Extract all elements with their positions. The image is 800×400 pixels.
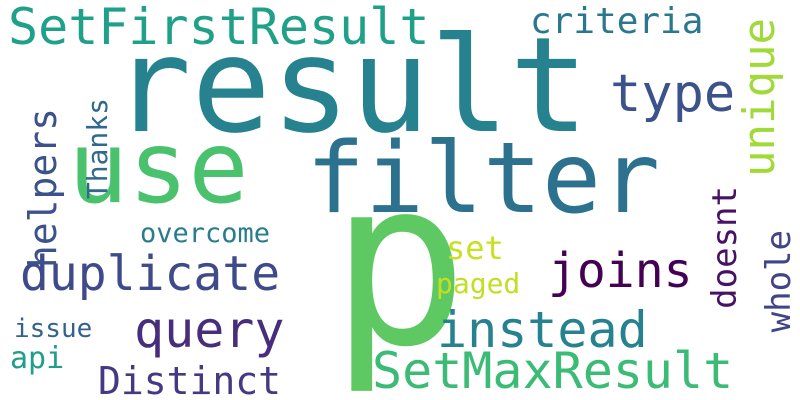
word-api: api [10, 341, 65, 376]
word-use: use [68, 109, 249, 226]
word-joins: joins [548, 243, 693, 299]
word-paged: paged [436, 267, 521, 300]
word-set: set [446, 229, 504, 267]
word-p: p [330, 131, 469, 398]
word-filter: filter [306, 122, 661, 236]
word-doesnt: doesnt [705, 186, 745, 309]
word-helpers: helpers [21, 108, 65, 269]
word-whole: whole [759, 230, 799, 333]
word-result: result [112, 9, 589, 163]
word-thanks: Thanks [81, 98, 114, 200]
word-type: type [610, 64, 736, 124]
word-query: query [134, 301, 285, 359]
word-duplicate: duplicate [20, 246, 281, 302]
word-setfirstresult: SetFirstResult [8, 0, 430, 56]
word-distinct: Distinct [98, 359, 282, 400]
word-instead: instead [437, 301, 648, 359]
word-unique: unique [734, 18, 785, 177]
word-overcome: overcome [140, 218, 271, 249]
word-setmaxresult: SetMaxResult [372, 342, 734, 400]
word-issue: issue [14, 314, 93, 344]
word-criteria: criteria [530, 1, 704, 42]
